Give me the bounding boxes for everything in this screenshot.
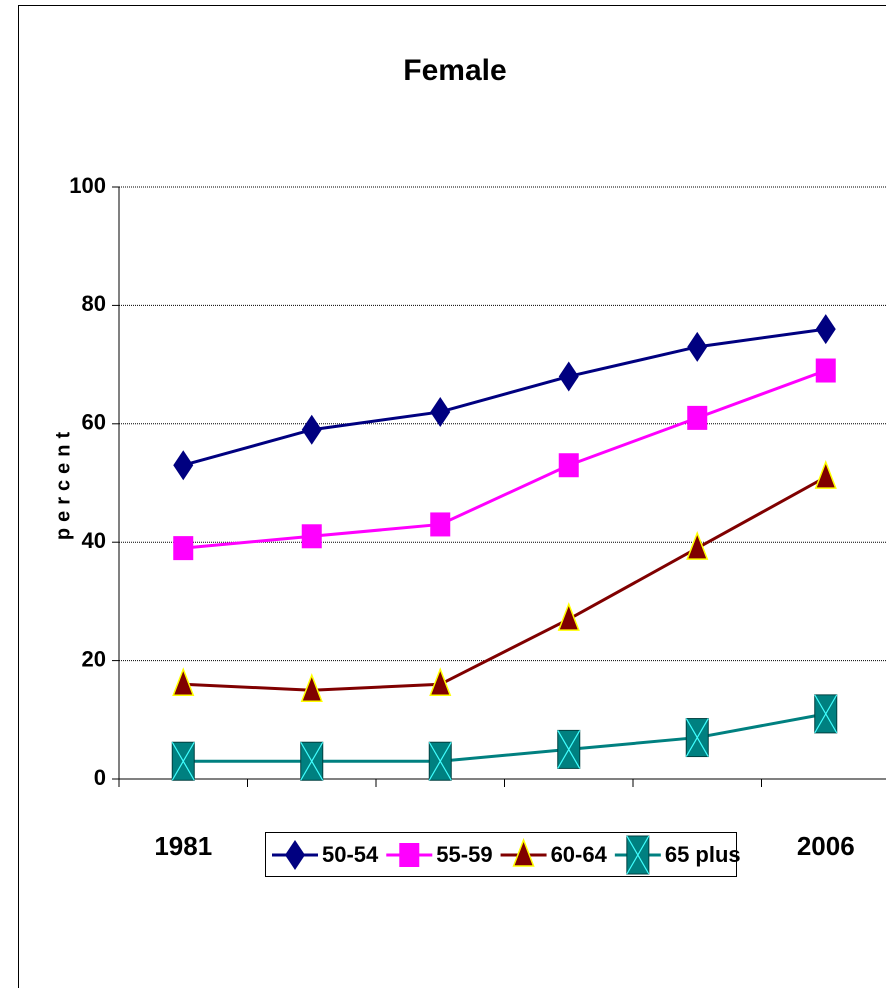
legend-label: 50-54 (322, 842, 379, 867)
marker (285, 840, 305, 870)
y-tick-label: 0 (94, 765, 106, 790)
marker (557, 729, 581, 769)
legend-label: 60-64 (551, 842, 608, 867)
marker-x (814, 694, 838, 734)
marker-x (557, 730, 581, 769)
series-line (183, 475, 827, 692)
legend-label: 65 plus (665, 842, 741, 867)
y-axis-label: percent (52, 426, 74, 540)
y-tick-label: 60 (82, 410, 106, 435)
x-tick-label: 2006 (797, 831, 855, 861)
marker (558, 361, 579, 392)
marker-x (626, 835, 650, 875)
marker-x (685, 718, 709, 757)
marker (687, 405, 708, 430)
marker-x (300, 741, 324, 781)
x-tick-label: 1981 (154, 831, 212, 861)
marker (300, 741, 324, 781)
marker (301, 414, 322, 445)
marker (558, 453, 579, 478)
marker (814, 459, 837, 489)
legend-label: 55-59 (436, 842, 492, 867)
marker (300, 673, 323, 702)
marker (815, 358, 836, 383)
chart-title: Female (403, 54, 506, 87)
marker (685, 718, 709, 758)
series-line (182, 327, 826, 467)
marker (429, 667, 452, 697)
marker (557, 602, 580, 631)
marker (430, 512, 451, 537)
series-line (183, 712, 827, 763)
chart-frame (18, 5, 886, 988)
series-line (183, 369, 827, 550)
y-tick-label: 80 (82, 291, 106, 316)
y-tick-label: 20 (82, 646, 106, 671)
marker (430, 396, 451, 427)
marker (173, 450, 194, 481)
legend: 50-54 55-59 60-64 65 plus (265, 832, 741, 877)
marker (687, 331, 708, 362)
marker (171, 741, 195, 781)
marker-x (428, 741, 452, 781)
marker (399, 843, 420, 867)
y-tick-label: 40 (82, 528, 106, 553)
marker (686, 531, 709, 560)
marker (814, 694, 838, 734)
y-tick-label: 100 (69, 173, 106, 198)
marker (173, 536, 194, 561)
marker (626, 835, 650, 875)
marker (172, 667, 195, 697)
marker (428, 741, 452, 781)
marker-x (171, 741, 195, 781)
marker (815, 314, 836, 345)
marker (512, 837, 535, 867)
marker (301, 524, 322, 549)
